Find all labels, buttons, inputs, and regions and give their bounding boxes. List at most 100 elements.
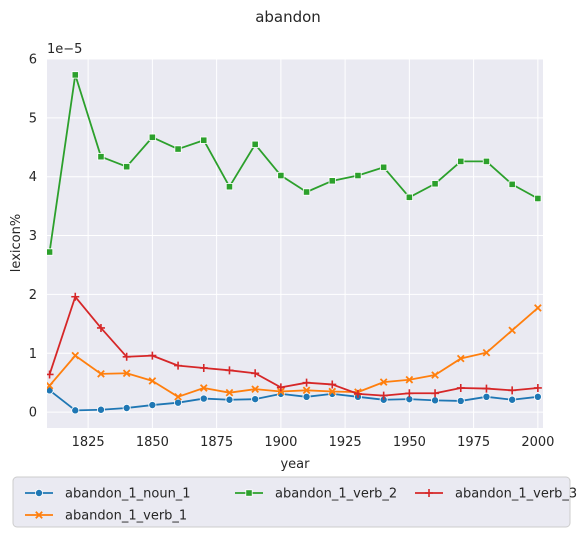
y-tick-label: 6 [29,53,37,68]
data-point [225,366,234,375]
data-point [96,405,105,414]
legend-marker [35,511,43,519]
data-point [405,193,413,201]
data-point [456,396,465,405]
data-point [457,157,465,166]
data-point [328,177,336,185]
legend-entry: abandon_1_verb_1 [25,509,187,524]
y-axis: 0 1 2 3 4 5 6 [29,53,37,421]
legend: abandon_1_noun_1 abandon_1_verb_1 abandon_… [12,476,577,528]
x-tick-label: 2000 [521,435,554,450]
data-point [380,163,388,171]
legend-label: abandon_1_verb_1 [65,509,187,524]
y-tick-label: 0 [29,406,37,421]
data-point [431,389,440,398]
data-point [148,351,157,360]
data-point [97,370,105,378]
data-point [277,387,285,396]
data-point [122,369,131,378]
data-point [405,389,414,398]
x-tick-label: 1950 [393,435,426,450]
data-point [148,133,156,141]
x-tick-label: 1975 [457,435,490,450]
data-point [533,383,542,392]
x-tick-label: 1825 [72,435,105,450]
plot-area [47,59,543,428]
data-point [96,323,105,332]
legend-label: abandon_1_verb_2 [275,487,397,502]
data-point [251,369,260,378]
data-point [534,194,542,203]
legend-entry: abandon_1_verb_2 [235,487,397,502]
data-point [71,292,80,301]
data-point [431,396,440,405]
data-point [122,352,131,361]
data-point [482,392,491,401]
series-abandon_1_verb_3 [47,292,542,400]
data-point [276,383,285,392]
x-axis-label: year [280,457,310,472]
data-point [456,383,465,392]
series-abandon_1_verb_1 [47,304,542,401]
x-tick-label: 1850 [136,435,169,450]
x-tick-label: 1900 [264,435,297,450]
data-point [302,378,311,387]
data-point [71,351,80,360]
data-point [456,354,465,363]
data-point [47,248,54,256]
data-point [71,71,79,79]
data-point [302,386,311,395]
data-point [251,140,259,148]
grid [47,58,543,428]
series-line [48,295,538,397]
data-point [123,163,131,171]
data-point [200,136,208,144]
legend-entry: abandon_1_noun_1 [25,487,191,502]
data-point [354,171,362,180]
data-point [225,388,234,397]
y-tick-label: 2 [29,288,37,303]
y-tick-label: 3 [29,229,37,244]
data-point [328,387,337,396]
series-line [48,73,539,253]
y-scale-label: 1e−5 [47,42,82,57]
legend-marker [425,489,433,497]
data-point [431,371,439,379]
data-point [353,389,362,398]
series-layer [47,71,542,415]
data-point [174,145,182,153]
chart-title: abandon [255,8,321,26]
x-axis: 1825 1850 1875 1900 1925 1950 1975 2000 [72,435,555,450]
data-point [302,392,311,401]
data-point [199,394,208,403]
x-tick-label: 1925 [329,435,362,450]
data-point [482,348,491,357]
data-point [508,326,516,335]
data-point [534,304,542,312]
data-point [148,401,157,410]
data-point [508,386,517,395]
data-point [199,384,208,392]
data-point [47,381,54,390]
data-point [97,153,105,161]
data-point [431,180,439,188]
legend-frame [12,476,571,528]
data-point [251,395,260,404]
data-point [533,392,542,401]
legend-entry: abandon_1_verb_3 [415,487,577,502]
data-point [225,395,234,404]
data-point [328,380,337,389]
data-point [405,375,414,384]
legend-label: abandon_1_verb_3 [455,487,577,502]
data-point [148,377,157,385]
y-tick-label: 5 [29,111,37,126]
data-point [174,361,183,370]
data-point [379,391,388,400]
data-point [71,406,80,415]
series-abandon_1_verb_2 [47,71,542,256]
y-tick-label: 1 [29,347,37,362]
data-point [277,171,285,180]
data-point [251,385,260,393]
